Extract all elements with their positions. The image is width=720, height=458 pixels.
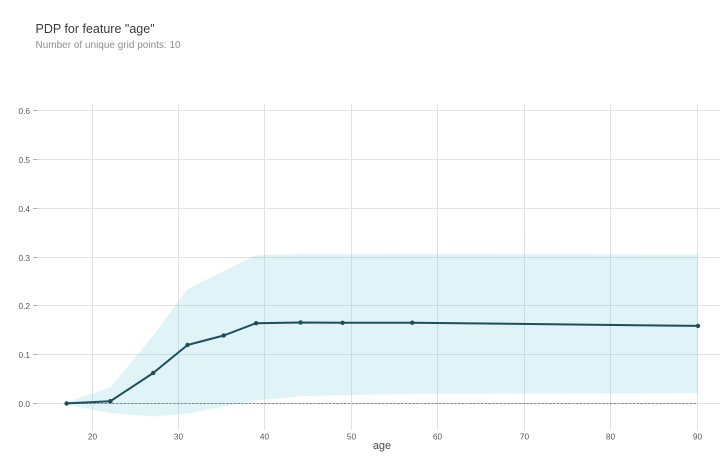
svg-text:30: 30: [174, 432, 184, 442]
svg-text:0.0: 0.0: [18, 399, 30, 409]
svg-text:age: age: [373, 440, 391, 452]
svg-text:0.2: 0.2: [18, 301, 30, 311]
svg-text:50: 50: [347, 432, 357, 442]
svg-text:0.3: 0.3: [18, 253, 30, 263]
svg-text:70: 70: [520, 432, 530, 442]
svg-text:80: 80: [606, 432, 616, 442]
svg-text:60: 60: [433, 432, 443, 442]
svg-text:20: 20: [88, 432, 98, 442]
svg-text:0.1: 0.1: [18, 350, 30, 360]
svg-text:0.6: 0.6: [18, 106, 30, 116]
svg-text:0.5: 0.5: [18, 155, 30, 165]
svg-text:0.4: 0.4: [18, 204, 30, 214]
svg-text:Number of unique grid points:: Number of unique grid points: 10: [36, 40, 182, 51]
svg-text:PDP for feature "age": PDP for feature "age": [36, 22, 155, 36]
svg-text:90: 90: [693, 432, 703, 442]
svg-text:40: 40: [260, 432, 270, 442]
